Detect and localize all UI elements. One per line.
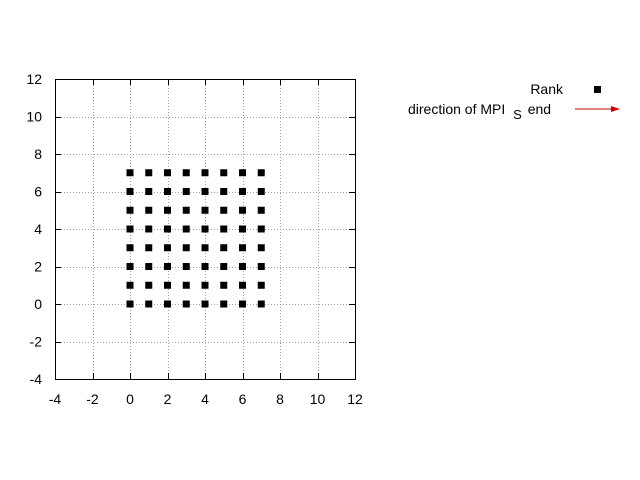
rank-point (257, 281, 265, 289)
rank-point (164, 169, 171, 177)
rank-point (126, 169, 134, 177)
legend-label-direction-tail: end (528, 101, 551, 117)
rank-point (239, 225, 246, 233)
rank-point (164, 188, 171, 195)
legend-marker-rank (594, 86, 601, 93)
rank-point (257, 225, 265, 233)
x-tick-label: 12 (347, 391, 363, 407)
rank-point (201, 169, 209, 177)
x-tick-label: 6 (239, 391, 247, 407)
rank-point (164, 281, 171, 289)
rank-point (201, 206, 209, 214)
rank-point (145, 263, 153, 270)
rank-point (145, 206, 153, 214)
rank-point (126, 281, 134, 289)
rank-point (220, 206, 228, 214)
rank-point (182, 206, 190, 214)
rank-point (201, 300, 209, 308)
y-tick-label: 0 (34, 296, 42, 312)
rank-point (239, 188, 246, 195)
rank-point (164, 206, 171, 214)
rank-point (145, 169, 153, 177)
rank-point (182, 300, 190, 308)
rank-point (182, 281, 190, 289)
legend-label-direction: direction of MPI S end (408, 101, 551, 122)
rank-point (201, 281, 209, 289)
rank-point (220, 300, 228, 308)
rank-point (201, 225, 209, 233)
legend-arrow-head (611, 106, 620, 112)
rank-point (239, 244, 246, 252)
x-tick-label: 10 (310, 391, 326, 407)
rank-point (182, 263, 190, 270)
rank-point (126, 300, 134, 308)
rank-point (182, 244, 190, 252)
x-tick-label: 2 (164, 391, 172, 407)
y-tick-label: 2 (34, 259, 42, 275)
rank-point (164, 300, 171, 308)
y-tick-label: 4 (34, 221, 42, 237)
rank-point (239, 263, 246, 270)
rank-point (239, 169, 246, 177)
x-tick-label: 8 (276, 391, 284, 407)
rank-point (220, 225, 228, 233)
axis-ticks: -4 -2 0 2 4 6 8 10 12 -4 -2 0 2 4 6 8 10 12 (26, 71, 363, 407)
rank-point (220, 263, 228, 270)
rank-point (201, 263, 209, 270)
rank-point (182, 169, 190, 177)
rank-point (126, 206, 134, 214)
rank-point (126, 225, 134, 233)
rank-point (239, 206, 246, 214)
rank-point (145, 300, 153, 308)
y-tick-label: 10 (26, 109, 42, 125)
rank-point (145, 225, 153, 233)
rank-point (164, 225, 171, 233)
rank-point (145, 244, 153, 252)
rank-point (257, 244, 265, 252)
rank-point (201, 188, 209, 195)
rank-points (126, 169, 265, 308)
rank-point (126, 188, 134, 195)
rank-point (257, 300, 265, 308)
y-tick-label: -2 (30, 334, 43, 350)
rank-point (164, 244, 171, 252)
rank-point (126, 263, 134, 270)
rank-point (239, 281, 246, 289)
legend: Rank direction of MPI S end (408, 81, 620, 122)
rank-point (257, 206, 265, 214)
rank-point (182, 225, 190, 233)
rank-point (164, 263, 171, 270)
rank-point (220, 281, 228, 289)
rank-point (220, 244, 228, 252)
rank-point (126, 244, 134, 252)
rank-point (182, 188, 190, 195)
y-tick-label: 8 (34, 146, 42, 162)
legend-label-rank: Rank (530, 81, 564, 97)
rank-point (201, 244, 209, 252)
y-tick-label: -4 (30, 371, 43, 387)
rank-point (257, 169, 265, 177)
rank-point (239, 300, 246, 308)
x-tick-label: -2 (86, 391, 99, 407)
legend-label-direction-sub: S (513, 107, 522, 122)
x-tick-label: 4 (201, 391, 209, 407)
rank-point (145, 281, 153, 289)
x-tick-label: 0 (126, 391, 134, 407)
rank-point (257, 263, 265, 270)
x-tick-label: -4 (49, 391, 62, 407)
rank-point (220, 169, 228, 177)
rank-point (257, 188, 265, 195)
rank-point (220, 188, 228, 195)
legend-label-direction-main: direction of MPI (408, 101, 505, 117)
y-tick-label: 12 (26, 71, 42, 87)
y-tick-label: 6 (34, 184, 42, 200)
rank-point (145, 188, 153, 195)
